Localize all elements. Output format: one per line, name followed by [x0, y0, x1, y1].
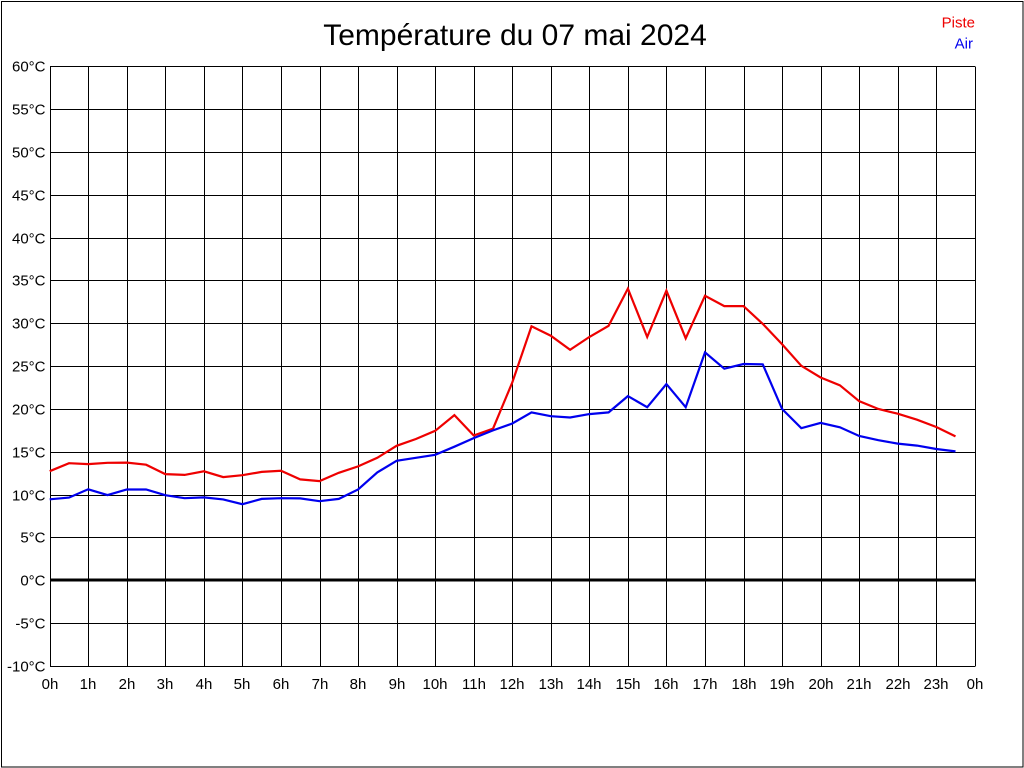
svg-text:21h: 21h — [846, 676, 871, 693]
svg-text:2h: 2h — [119, 676, 136, 693]
svg-text:10°C: 10°C — [12, 488, 46, 505]
svg-text:15h: 15h — [615, 676, 640, 693]
svg-text:8h: 8h — [350, 676, 367, 693]
svg-text:-5°C: -5°C — [15, 616, 45, 633]
svg-text:10h: 10h — [422, 676, 447, 693]
svg-text:30°C: 30°C — [12, 316, 46, 333]
svg-text:-10°C: -10°C — [7, 659, 46, 676]
svg-text:1h: 1h — [80, 676, 97, 693]
svg-text:40°C: 40°C — [12, 231, 46, 248]
svg-text:13h: 13h — [538, 676, 563, 693]
svg-text:45°C: 45°C — [12, 188, 46, 205]
svg-text:7h: 7h — [312, 676, 329, 693]
svg-text:Température du 07 mai 2024: Température du 07 mai 2024 — [323, 19, 707, 52]
svg-text:50°C: 50°C — [12, 145, 46, 162]
svg-text:4h: 4h — [196, 676, 213, 693]
svg-text:20h: 20h — [808, 676, 833, 693]
svg-text:18h: 18h — [731, 676, 756, 693]
svg-text:12h: 12h — [499, 676, 524, 693]
svg-text:6h: 6h — [273, 676, 290, 693]
svg-text:60°C: 60°C — [12, 59, 46, 76]
svg-text:0h: 0h — [967, 676, 984, 693]
svg-text:16h: 16h — [653, 676, 678, 693]
svg-text:5h: 5h — [234, 676, 251, 693]
svg-text:Air: Air — [955, 36, 973, 53]
svg-text:19h: 19h — [769, 676, 794, 693]
svg-text:35°C: 35°C — [12, 273, 46, 290]
svg-text:14h: 14h — [576, 676, 601, 693]
svg-text:20°C: 20°C — [12, 402, 46, 419]
svg-text:17h: 17h — [692, 676, 717, 693]
svg-text:Piste: Piste — [942, 15, 975, 32]
svg-text:23h: 23h — [923, 676, 948, 693]
svg-text:3h: 3h — [157, 676, 174, 693]
svg-text:0h: 0h — [42, 676, 59, 693]
svg-text:11h: 11h — [462, 676, 486, 693]
svg-text:25°C: 25°C — [12, 359, 46, 376]
svg-text:15°C: 15°C — [12, 445, 46, 462]
svg-text:55°C: 55°C — [12, 102, 46, 119]
svg-text:0°C: 0°C — [20, 573, 45, 590]
svg-text:5°C: 5°C — [20, 530, 45, 547]
svg-text:22h: 22h — [885, 676, 910, 693]
svg-text:9h: 9h — [389, 676, 406, 693]
